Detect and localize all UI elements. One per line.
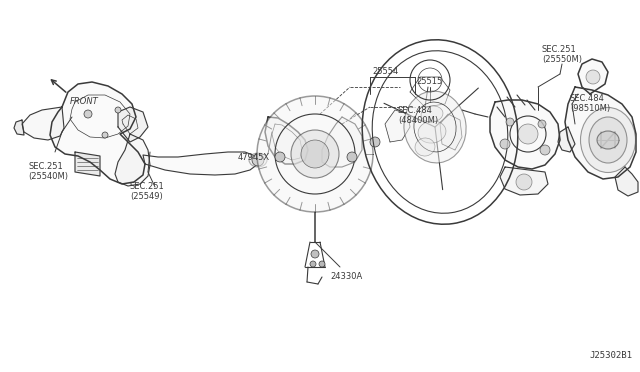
Polygon shape <box>118 107 148 142</box>
Polygon shape <box>385 110 410 142</box>
Text: FRONT: FRONT <box>70 97 99 106</box>
Polygon shape <box>75 152 100 176</box>
Text: 47945X: 47945X <box>238 153 270 161</box>
Circle shape <box>252 154 264 166</box>
Polygon shape <box>50 82 145 184</box>
Polygon shape <box>322 117 362 167</box>
Polygon shape <box>565 87 636 179</box>
Circle shape <box>506 118 514 126</box>
Circle shape <box>347 152 357 162</box>
Text: SEC.484
(98510M): SEC.484 (98510M) <box>570 94 610 113</box>
Circle shape <box>500 139 510 149</box>
Ellipse shape <box>418 121 446 143</box>
Text: 25554: 25554 <box>372 67 398 76</box>
Ellipse shape <box>597 131 619 149</box>
Circle shape <box>102 132 108 138</box>
Circle shape <box>84 110 92 118</box>
Circle shape <box>291 130 339 178</box>
Circle shape <box>516 174 532 190</box>
Circle shape <box>518 124 538 144</box>
Circle shape <box>540 145 550 155</box>
Ellipse shape <box>415 138 435 156</box>
Circle shape <box>311 250 319 258</box>
Text: SEC.484
(48400M): SEC.484 (48400M) <box>398 106 438 125</box>
Text: SEC.251
(25540M): SEC.251 (25540M) <box>28 162 68 182</box>
Polygon shape <box>615 167 638 196</box>
Ellipse shape <box>589 117 627 163</box>
Circle shape <box>319 261 325 267</box>
Polygon shape <box>490 100 560 169</box>
Text: SEC.251
(25549): SEC.251 (25549) <box>130 182 164 201</box>
Circle shape <box>310 261 316 267</box>
Text: J25302B1: J25302B1 <box>589 351 632 360</box>
Text: SEC.251
(25550M): SEC.251 (25550M) <box>542 45 582 64</box>
Circle shape <box>115 107 121 113</box>
Circle shape <box>275 152 285 162</box>
Circle shape <box>257 96 373 212</box>
Ellipse shape <box>580 108 636 173</box>
Circle shape <box>301 140 329 168</box>
Polygon shape <box>14 120 24 135</box>
Circle shape <box>538 120 546 128</box>
Polygon shape <box>115 134 150 186</box>
Polygon shape <box>22 107 64 140</box>
Polygon shape <box>143 152 258 175</box>
Text: 24330A: 24330A <box>330 272 362 281</box>
Polygon shape <box>265 117 308 164</box>
Ellipse shape <box>421 106 443 122</box>
Ellipse shape <box>249 153 267 167</box>
Circle shape <box>586 70 600 84</box>
Ellipse shape <box>404 91 466 163</box>
Polygon shape <box>440 114 462 150</box>
Text: 25515: 25515 <box>416 77 442 86</box>
Circle shape <box>370 137 380 147</box>
Polygon shape <box>500 167 548 195</box>
Polygon shape <box>558 127 575 152</box>
Polygon shape <box>578 59 608 94</box>
